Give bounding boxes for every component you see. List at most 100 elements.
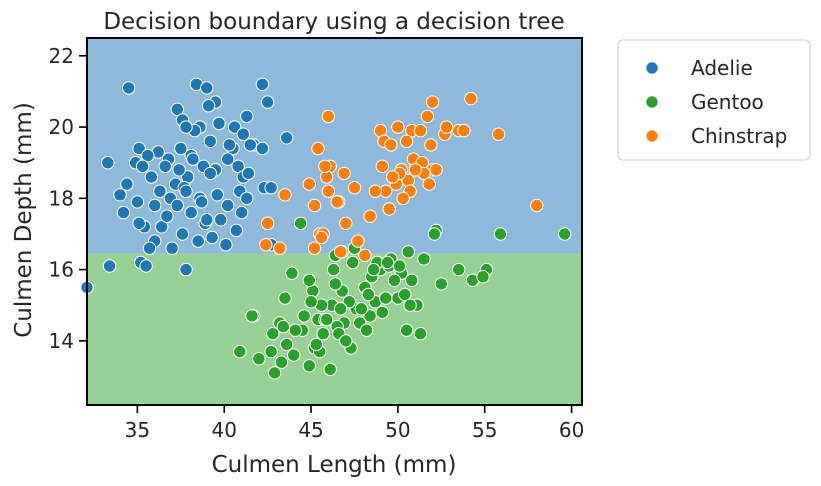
point-adelie	[179, 184, 193, 198]
legend: Adelie Gentoo Chinstrap	[617, 39, 811, 161]
point-adelie	[155, 220, 169, 234]
point-gentoo	[557, 227, 572, 241]
point-adelie	[113, 188, 127, 202]
point-adelie	[221, 152, 235, 166]
y-tick-label: 22	[49, 44, 74, 68]
point-chinstrap	[399, 134, 414, 149]
point-chinstrap	[491, 127, 506, 141]
point-chinstrap	[439, 120, 454, 134]
point-gentoo	[264, 344, 278, 359]
point-adelie	[236, 127, 251, 141]
point-adelie	[255, 77, 270, 92]
point-gentoo	[326, 262, 341, 277]
x-axis-label: Culmen Length (mm)	[212, 452, 457, 478]
point-gentoo	[293, 216, 308, 231]
point-adelie	[158, 159, 172, 174]
point-adelie	[222, 138, 237, 152]
point-adelie	[240, 109, 254, 124]
x-tick-label: 35	[125, 418, 150, 442]
point-gentoo	[379, 291, 393, 305]
point-chinstrap	[347, 181, 362, 195]
point-adelie	[260, 95, 275, 109]
y-tick-label: 16	[49, 258, 74, 282]
point-chinstrap	[530, 198, 544, 213]
point-chinstrap	[422, 177, 436, 191]
point-adelie	[203, 134, 218, 149]
legend-marker-adelie	[645, 61, 659, 75]
point-adelie	[186, 152, 200, 166]
point-gentoo	[302, 359, 316, 373]
legend-label-gentoo: Gentoo	[691, 90, 764, 114]
point-adelie	[144, 170, 159, 184]
plot-frame	[86, 37, 583, 406]
y-tick-label: 18	[49, 186, 74, 210]
legend-marker-gentoo	[645, 95, 659, 109]
y-axis-ticks: 14 16 18 20 22	[49, 44, 87, 353]
x-tick-label: 50	[385, 418, 410, 442]
x-axis-ticks: 35 40 45 50 55 60	[125, 405, 584, 442]
point-adelie	[201, 99, 216, 113]
chart-title: Decision boundary using a decision tree	[103, 9, 564, 35]
point-adelie	[135, 159, 150, 174]
point-adelie	[153, 184, 167, 198]
point-gentoo	[320, 312, 334, 327]
point-adelie	[184, 205, 198, 220]
y-tick-label: 20	[49, 115, 74, 139]
point-adelie	[227, 120, 242, 134]
point-adelie	[172, 163, 186, 177]
point-gentoo	[413, 327, 428, 341]
point-chinstrap	[333, 245, 348, 259]
point-gentoo	[452, 262, 466, 277]
point-gentoo	[316, 327, 330, 341]
point-chinstrap	[420, 109, 435, 124]
point-chinstrap	[302, 177, 316, 191]
point-adelie	[132, 216, 146, 231]
point-gentoo	[380, 255, 395, 270]
point-gentoo	[287, 348, 301, 362]
point-adelie	[122, 81, 136, 95]
point-gentoo	[363, 309, 377, 323]
point-gentoo	[309, 337, 323, 352]
point-chinstrap	[311, 141, 325, 156]
point-adelie	[170, 198, 185, 213]
point-chinstrap	[382, 202, 396, 216]
point-gentoo	[233, 344, 247, 359]
x-tick-label: 45	[298, 418, 323, 442]
point-adelie	[240, 191, 254, 206]
point-gentoo	[288, 323, 303, 337]
legend-label-chinstrap: Chinstrap	[691, 124, 787, 148]
point-gentoo	[434, 277, 448, 291]
point-chinstrap	[368, 184, 382, 198]
point-adelie	[179, 120, 193, 134]
point-chinstrap	[339, 216, 353, 231]
point-gentoo	[333, 302, 348, 316]
point-adelie	[142, 241, 157, 255]
point-gentoo	[278, 291, 292, 305]
point-gentoo	[346, 255, 360, 270]
point-chinstrap	[408, 163, 422, 177]
point-adelie	[234, 205, 249, 220]
point-chinstrap	[337, 166, 351, 181]
point-gentoo	[493, 227, 508, 241]
point-adelie	[241, 166, 256, 181]
point-adelie	[130, 195, 145, 209]
point-chinstrap	[457, 123, 471, 138]
point-gentoo	[267, 366, 282, 380]
point-gentoo	[302, 273, 316, 287]
point-adelie	[203, 166, 218, 181]
point-chinstrap	[321, 184, 336, 198]
point-gentoo	[285, 266, 299, 280]
point-gentoo	[323, 362, 337, 377]
y-tick-label: 14	[49, 329, 74, 353]
point-chinstrap	[330, 195, 344, 209]
point-adelie	[243, 138, 258, 152]
point-gentoo	[476, 270, 490, 284]
data-points	[80, 77, 572, 380]
point-chinstrap	[425, 95, 440, 109]
point-adelie	[148, 198, 162, 213]
point-chinstrap	[358, 248, 372, 263]
point-gentoo	[375, 305, 389, 320]
legend-label-adelie: Adelie	[691, 56, 753, 80]
point-adelie	[175, 227, 190, 241]
point-chinstrap	[363, 209, 377, 223]
